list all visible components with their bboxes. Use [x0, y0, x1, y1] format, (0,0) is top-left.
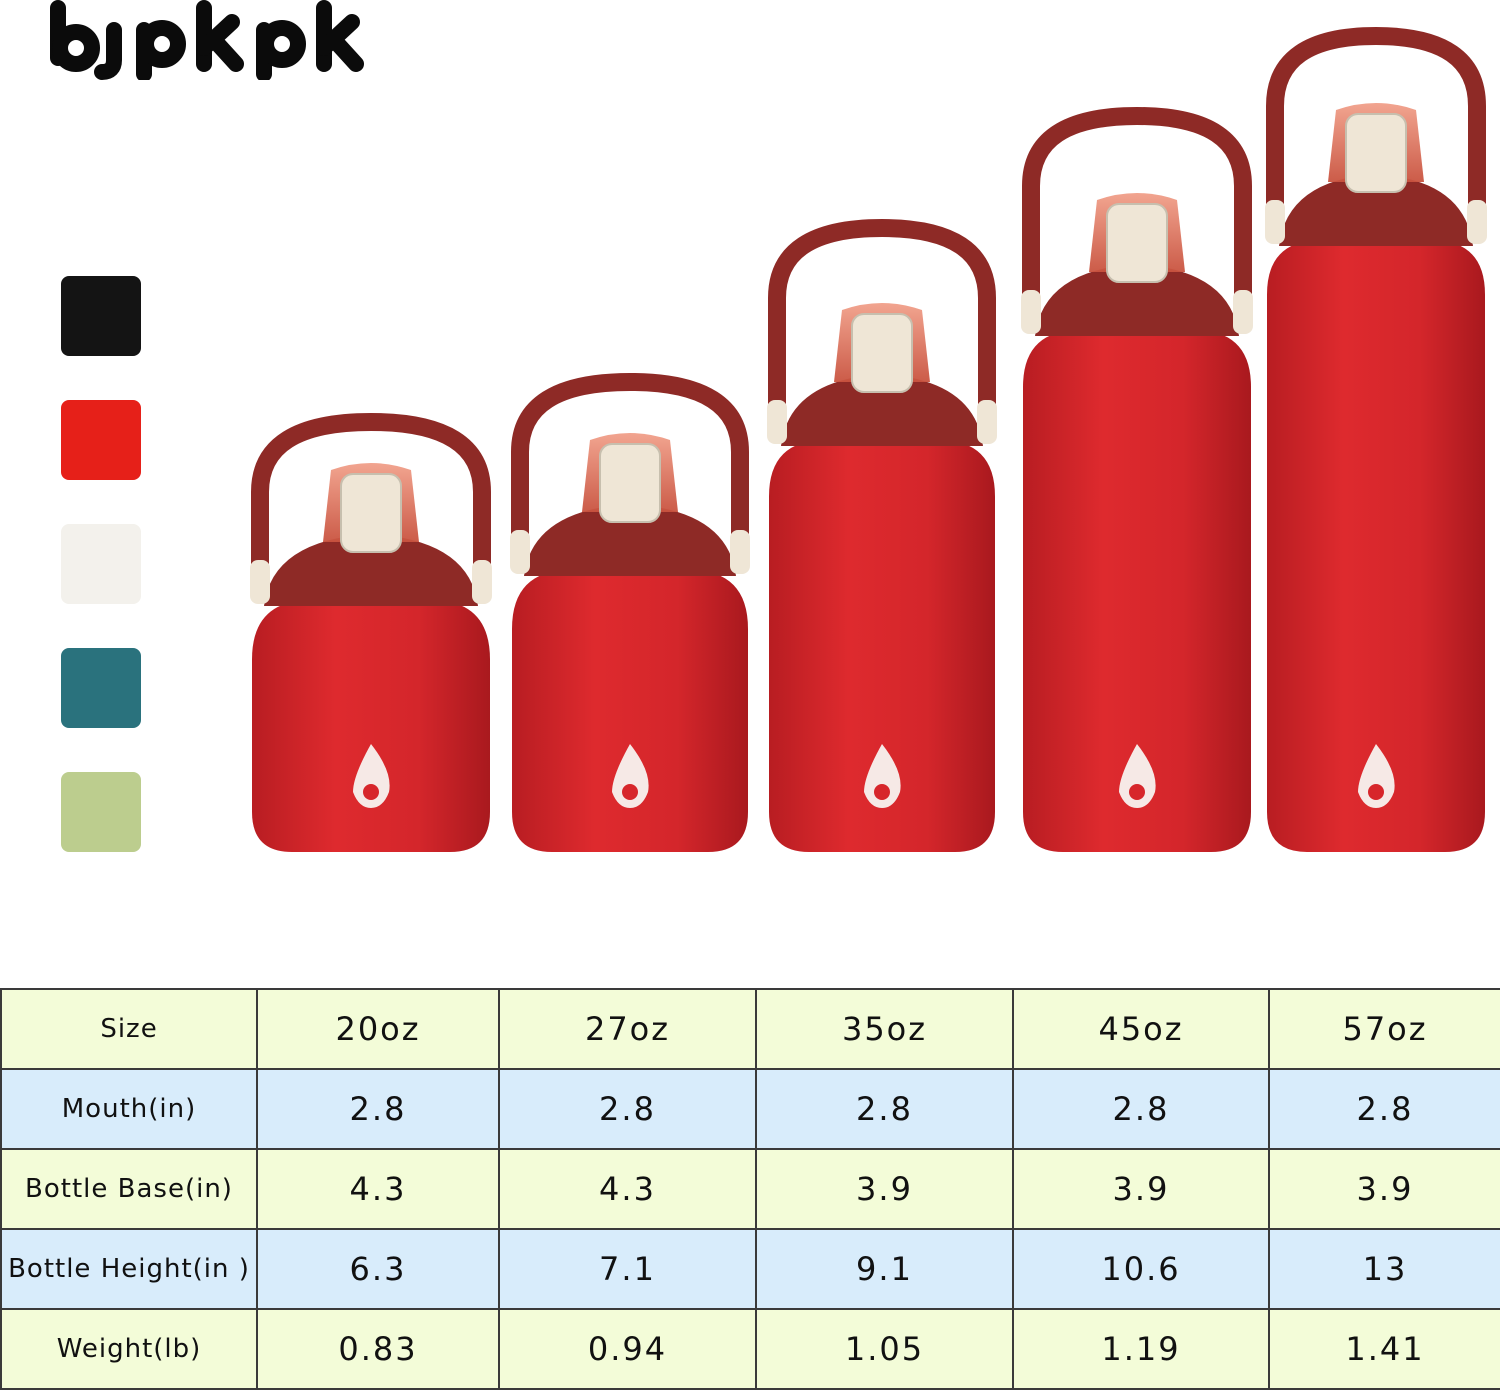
- bottle-body: [769, 440, 995, 852]
- bottle-body: [1267, 240, 1485, 852]
- bottle-body: [1023, 330, 1251, 852]
- lid-button: [340, 473, 402, 553]
- table-cell: 10.6: [1012, 1228, 1270, 1310]
- table-cell: 45oz: [1012, 988, 1270, 1070]
- bottle-lid: [264, 534, 478, 606]
- bottle-lid: [524, 504, 736, 576]
- flame-logo-icon: [612, 744, 649, 808]
- table-cell: 20oz: [256, 988, 500, 1070]
- table-cell: 2.8: [1268, 1068, 1500, 1150]
- swatch-white[interactable]: [61, 524, 141, 604]
- handle-hinge: [472, 560, 492, 604]
- bottle-57oz: [1265, 26, 1487, 852]
- table-row: Mouth(in) 2.8 2.8 2.8 2.8 2.8: [0, 1068, 1500, 1150]
- size-spec-table: Size 20oz 27oz 35oz 45oz 57oz Mouth(in) 2.8 2.8 2…: [0, 988, 1500, 1390]
- swatch-black[interactable]: [61, 276, 141, 356]
- table-cell: 35oz: [755, 988, 1014, 1070]
- table-cell: 1.05: [755, 1308, 1014, 1390]
- handle-hinge: [250, 560, 270, 604]
- table-cell: 7.1: [498, 1228, 757, 1310]
- flame-logo-icon: [864, 744, 901, 808]
- row-label: Bottle Height(in ): [0, 1228, 258, 1310]
- table-cell: 13: [1268, 1228, 1500, 1310]
- bottle-handle: [1266, 26, 1486, 229]
- flame-logo-core: [874, 784, 890, 800]
- table-cell: 1.19: [1012, 1308, 1270, 1390]
- brand-logo: [44, 0, 414, 93]
- lid-button: [1345, 113, 1407, 193]
- bottle-lid: [1279, 174, 1473, 246]
- bottle-handle: [1022, 106, 1252, 319]
- lid-button: [851, 313, 913, 393]
- lid-button: [599, 443, 661, 523]
- row-label: Mouth(in): [0, 1068, 258, 1150]
- table-cell: 0.83: [256, 1308, 500, 1390]
- table-cell: 3.9: [1268, 1148, 1500, 1230]
- table-cell: 0.94: [498, 1308, 757, 1390]
- brand-logo-mark: [50, 0, 364, 82]
- bottle-lid: [781, 374, 983, 446]
- table-cell: 3.9: [1012, 1148, 1270, 1230]
- lid-button: [1106, 203, 1168, 283]
- flame-logo-core: [1129, 784, 1145, 800]
- table-cell: 4.3: [498, 1148, 757, 1230]
- bottle-body: [252, 600, 490, 852]
- swatch-teal[interactable]: [61, 648, 141, 728]
- handle-hinge: [1467, 200, 1487, 244]
- swatch-red[interactable]: [61, 400, 141, 480]
- handle-hinge: [510, 530, 530, 574]
- handle-hinge: [730, 530, 750, 574]
- bottle-handle: [251, 412, 491, 589]
- bottle-handle: [511, 372, 749, 559]
- table-cell: 6.3: [256, 1228, 500, 1310]
- flame-logo-icon: [353, 744, 390, 808]
- row-label: Size: [0, 988, 258, 1070]
- handle-hinge: [1233, 290, 1253, 334]
- table-cell: 9.1: [755, 1228, 1014, 1310]
- bottle-35oz: [767, 218, 997, 852]
- bottle-45oz: [1021, 106, 1253, 852]
- handle-hinge: [1265, 200, 1285, 244]
- color-swatches: [61, 276, 141, 896]
- bottle-body: [512, 570, 748, 852]
- handle-hinge: [977, 400, 997, 444]
- handle-hinge: [1021, 290, 1041, 334]
- flame-logo-icon: [1119, 744, 1156, 808]
- table-cell: 2.8: [1012, 1068, 1270, 1150]
- swatch-green[interactable]: [61, 772, 141, 852]
- table-cell: 1.41: [1268, 1308, 1500, 1390]
- bottle-handle: [768, 218, 996, 429]
- bottle-27oz: [510, 372, 750, 852]
- table-cell: 57oz: [1268, 988, 1500, 1070]
- table-row: Weight(lb) 0.83 0.94 1.05 1.19 1.41: [0, 1308, 1500, 1390]
- bottle-lid: [1035, 264, 1239, 336]
- table-cell: 2.8: [498, 1068, 757, 1150]
- table-cell: 2.8: [755, 1068, 1014, 1150]
- table-cell: 4.3: [256, 1148, 500, 1230]
- row-label: Weight(lb): [0, 1308, 258, 1390]
- table-cell: 27oz: [498, 988, 757, 1070]
- row-label: Bottle Base(in): [0, 1148, 258, 1230]
- handle-hinge: [767, 400, 787, 444]
- flame-logo-core: [363, 784, 379, 800]
- flame-logo-core: [622, 784, 638, 800]
- table-header-row: Size 20oz 27oz 35oz 45oz 57oz: [0, 988, 1500, 1070]
- flame-logo-core: [1368, 784, 1384, 800]
- bottle-lineup-image: [250, 26, 1487, 852]
- table-row: Bottle Base(in) 4.3 4.3 3.9 3.9 3.9: [0, 1148, 1500, 1230]
- bottle-20oz: [250, 412, 492, 852]
- table-cell: 3.9: [755, 1148, 1014, 1230]
- table-cell: 2.8: [256, 1068, 500, 1150]
- table-row: Bottle Height(in ) 6.3 7.1 9.1 10.6 13: [0, 1228, 1500, 1310]
- flame-logo-icon: [1358, 744, 1395, 808]
